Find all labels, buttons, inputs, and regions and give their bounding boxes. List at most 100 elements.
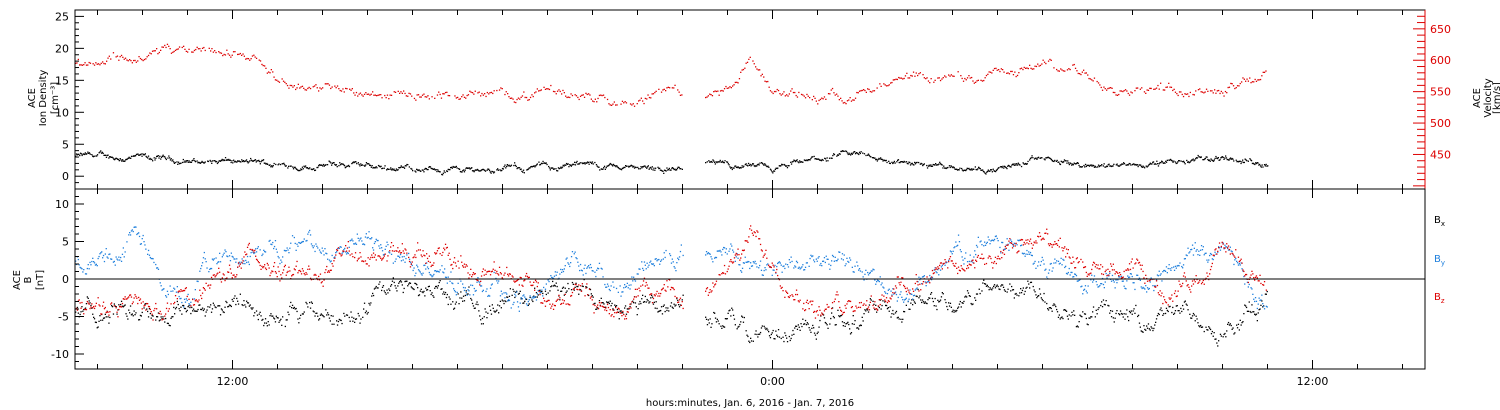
density-point	[386, 169, 388, 171]
density-point	[878, 157, 880, 160]
bx-point	[195, 310, 197, 312]
by-point	[173, 287, 175, 289]
by-point	[248, 263, 250, 266]
bx-point	[965, 295, 967, 297]
bx-point	[1236, 327, 1239, 329]
density-point	[574, 161, 576, 163]
density-point	[305, 167, 308, 169]
bz-point	[133, 297, 135, 299]
by-point	[398, 255, 400, 257]
bx-point	[327, 314, 330, 316]
density-point	[600, 168, 602, 170]
density-point	[177, 161, 180, 163]
by-point	[1020, 244, 1023, 246]
density-point	[275, 163, 277, 166]
by-point	[1196, 249, 1198, 251]
bz-point	[405, 249, 407, 251]
velocity-point	[427, 95, 429, 97]
bx-point	[637, 308, 639, 310]
density-point	[161, 155, 163, 157]
velocity-point	[369, 94, 371, 96]
bx-point	[241, 304, 243, 306]
bx-point	[432, 295, 434, 297]
bz-point	[88, 303, 90, 305]
by-point	[556, 271, 558, 273]
by-point	[544, 288, 547, 290]
bx-point	[917, 288, 919, 291]
density-point	[133, 155, 135, 157]
density-point	[471, 167, 473, 169]
density-point	[858, 153, 860, 156]
bx-point	[1036, 297, 1038, 299]
top-x-ticks	[97, 10, 1403, 189]
by-point	[604, 283, 606, 286]
velocity-point	[1153, 88, 1155, 90]
velocity-point	[1195, 90, 1197, 92]
bx-point	[885, 304, 887, 307]
velocity-point	[791, 88, 793, 90]
by-point	[463, 289, 466, 292]
density-point	[901, 161, 904, 163]
bx-point	[1227, 321, 1230, 324]
bx-point	[309, 307, 312, 309]
velocity-point	[130, 60, 132, 62]
density-point	[1046, 156, 1049, 159]
by-point	[649, 261, 651, 264]
density-point	[463, 171, 466, 173]
bx-point	[353, 317, 355, 319]
bx-point	[1022, 287, 1024, 289]
bx-point	[604, 306, 606, 308]
by-point	[219, 261, 222, 263]
density-point	[1218, 159, 1220, 161]
density-point	[522, 171, 524, 173]
density-point	[1166, 159, 1168, 161]
bx-point	[495, 310, 497, 312]
by-point	[803, 269, 805, 271]
density-point	[850, 152, 853, 154]
velocity-point	[528, 99, 530, 101]
density-point	[560, 166, 562, 168]
by-point	[939, 269, 942, 271]
bx-point	[1256, 320, 1258, 322]
by-point	[804, 266, 807, 268]
bz-point	[200, 294, 202, 297]
bx-point	[1203, 330, 1205, 333]
velocity-point	[554, 91, 556, 93]
bz-point	[372, 252, 375, 254]
density-point	[383, 167, 385, 169]
by-point	[1060, 257, 1062, 259]
velocity-point	[1015, 75, 1017, 78]
by-point	[102, 254, 105, 257]
velocity-point	[381, 97, 383, 99]
bx-point	[519, 290, 521, 292]
density-point	[1173, 160, 1175, 162]
bz-point	[329, 269, 331, 271]
by-point	[1012, 245, 1015, 247]
velocity-point	[482, 94, 484, 96]
by-point	[177, 291, 179, 294]
by-point	[885, 292, 887, 294]
bx-point	[984, 283, 987, 285]
bx-point	[811, 327, 813, 329]
velocity-point	[873, 90, 876, 92]
bz-point	[118, 308, 120, 311]
velocity-point	[1061, 69, 1063, 71]
bx-point	[1251, 304, 1253, 306]
velocity-point	[413, 97, 416, 100]
velocity-point	[602, 94, 605, 96]
by-point	[293, 236, 295, 239]
by-point	[162, 288, 164, 291]
velocity-point	[1241, 81, 1243, 83]
bx-point	[399, 280, 402, 282]
bz-point	[121, 302, 124, 305]
by-point	[82, 271, 84, 273]
by-point	[1065, 265, 1067, 267]
by-point	[720, 251, 722, 253]
density-point	[1088, 165, 1091, 167]
by-point	[659, 263, 661, 265]
velocity-point	[1254, 78, 1256, 81]
bx-point	[424, 295, 426, 297]
velocity-point	[1069, 68, 1071, 71]
density-point	[1063, 159, 1066, 161]
velocity-point	[1057, 70, 1059, 72]
